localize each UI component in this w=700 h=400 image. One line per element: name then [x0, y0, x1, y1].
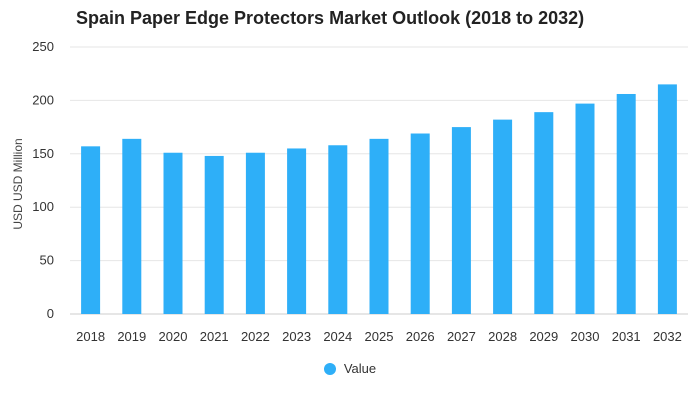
bars — [81, 84, 677, 315]
bar-2026[interactable] — [410, 133, 430, 314]
x-tick-label: 2022 — [241, 329, 270, 344]
bar-2021[interactable] — [204, 155, 224, 314]
x-tick-label: 2021 — [200, 329, 229, 344]
bar-2027[interactable] — [451, 127, 471, 314]
y-tick-label: 100 — [32, 199, 54, 214]
x-tick-label: 2032 — [653, 329, 682, 344]
bar-2018[interactable] — [81, 146, 101, 314]
x-tick-label: 2020 — [159, 329, 188, 344]
bar-2020[interactable] — [163, 152, 183, 314]
x-tick-label: 2030 — [571, 329, 600, 344]
x-tick-label: 2025 — [365, 329, 394, 344]
x-axis: 2018 2019 2020 2021 2022 2023 2024 2025 2026 2027… — [76, 329, 682, 344]
y-tick-label: 150 — [32, 146, 54, 161]
legend-swatch — [323, 362, 336, 375]
y-axis: 0 50 100 150 200 250 — [32, 39, 54, 321]
bar-2023[interactable] — [287, 148, 307, 314]
x-tick-label: 2029 — [529, 329, 558, 344]
chart-title: Spain Paper Edge Protectors Market Outlo… — [76, 8, 585, 28]
x-tick-label: 2023 — [282, 329, 311, 344]
x-tick-label: 2024 — [323, 329, 352, 344]
legend-label: Value — [343, 361, 377, 376]
x-tick-label: 2018 — [76, 329, 105, 344]
x-tick-label: 2031 — [612, 329, 641, 344]
x-tick-label: 2026 — [406, 329, 435, 344]
bar-2019[interactable] — [122, 138, 142, 314]
legend: Value — [0, 361, 700, 378]
bar-2029[interactable] — [534, 112, 554, 314]
bar-2028[interactable] — [493, 119, 513, 315]
bar-2022[interactable] — [245, 152, 265, 314]
bar-2030[interactable] — [575, 103, 595, 314]
y-tick-label: 200 — [32, 92, 54, 107]
bar-2024[interactable] — [328, 145, 348, 314]
y-tick-label: 0 — [47, 306, 54, 321]
bar-2025[interactable] — [369, 138, 389, 314]
bar-2032[interactable] — [657, 84, 677, 314]
legend-item-value[interactable]: Value — [323, 361, 377, 376]
x-tick-label: 2028 — [488, 329, 517, 344]
x-tick-label: 2027 — [447, 329, 476, 344]
y-tick-label: 250 — [32, 39, 54, 54]
y-axis-label: USD USD Million — [11, 138, 25, 229]
bar-2031[interactable] — [616, 93, 636, 314]
y-tick-label: 50 — [40, 253, 54, 268]
x-tick-label: 2019 — [117, 329, 146, 344]
